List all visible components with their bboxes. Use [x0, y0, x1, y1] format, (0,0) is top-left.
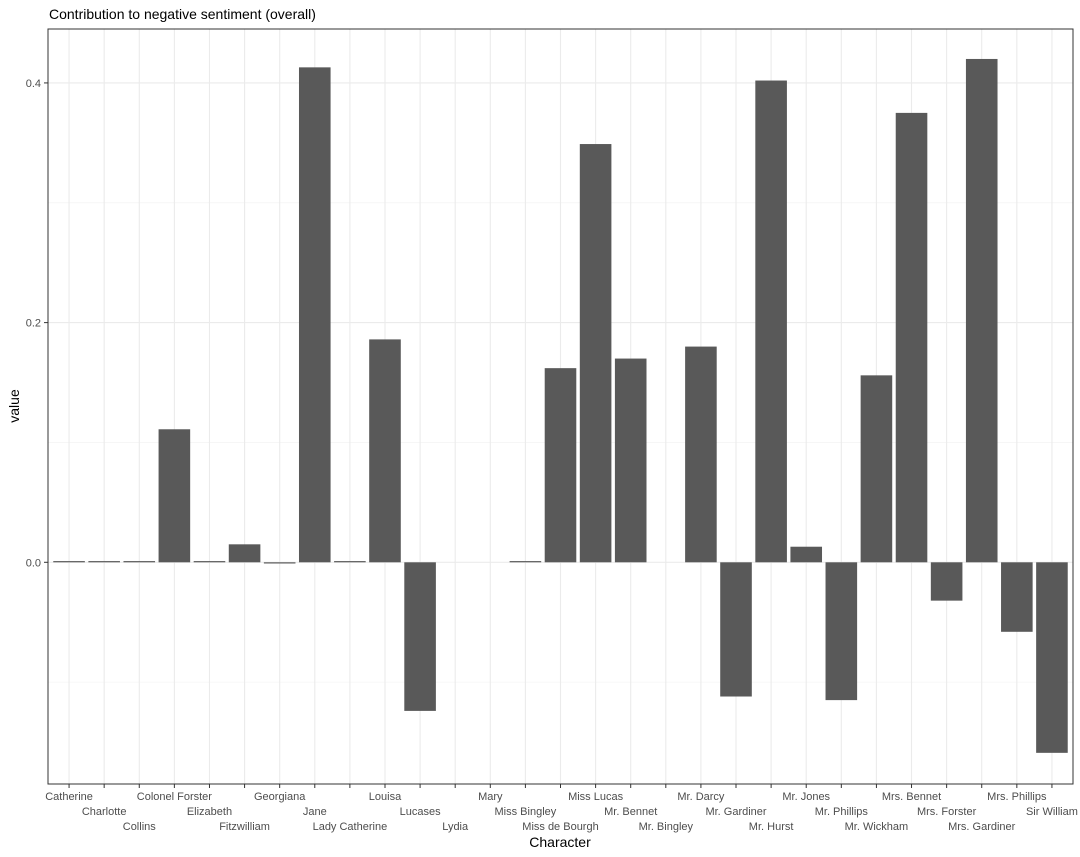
x-tick-label: Mr. Jones: [782, 791, 830, 803]
x-tick-label: Mr. Darcy: [677, 791, 725, 803]
x-tick-label: Mr. Gardiner: [705, 806, 766, 818]
x-tick-label: Jane: [303, 806, 327, 818]
bar: [685, 346, 717, 563]
x-tick-label: Georgiana: [254, 791, 306, 803]
x-tick-label: Lucases: [400, 806, 441, 818]
y-tick-label: 0.4: [26, 78, 41, 90]
x-tick-label: Mrs. Phillips: [987, 791, 1047, 803]
bar: [544, 368, 577, 563]
x-tick-label: Miss Bingley: [495, 806, 557, 818]
x-tick-label: Colonel Forster: [137, 791, 213, 803]
bar: [88, 561, 120, 563]
bar: [193, 561, 226, 563]
bar: [790, 546, 823, 563]
x-tick-label: Mrs. Gardiner: [948, 821, 1016, 833]
bar: [860, 375, 893, 563]
x-tick-label: Lady Catherine: [313, 821, 388, 833]
chart-title: Contribution to negative sentiment (over…: [49, 6, 316, 22]
x-tick-label: Mr. Wickham: [845, 821, 909, 833]
x-tick-label: Mr. Phillips: [815, 806, 869, 818]
x-tick-label: Mrs. Forster: [917, 806, 977, 818]
x-axis-ticks: Catherine Charlotte Collins Colonel Forster…: [45, 784, 1078, 833]
x-tick-label: Elizabeth: [187, 806, 232, 818]
y-axis-ticks: 0.0 0.2 0.4: [26, 78, 48, 569]
x-tick-label: Catherine: [45, 791, 93, 803]
x-tick-label: Lydia: [442, 821, 469, 833]
x-tick-label: Collins: [123, 821, 157, 833]
bar: [123, 561, 156, 563]
bar: [228, 544, 261, 563]
y-axis-title: value: [6, 389, 22, 423]
y-tick-label: 0.0: [26, 557, 41, 569]
bar: [755, 80, 787, 563]
bar: [158, 429, 191, 563]
bar: [1036, 562, 1068, 753]
x-tick-label: Miss de Bourgh: [522, 821, 598, 833]
bar: [930, 562, 963, 601]
x-tick-label: Mr. Bingley: [639, 821, 694, 833]
x-tick-label: Mr. Hurst: [749, 821, 794, 833]
x-tick-label: Louisa: [369, 791, 402, 803]
x-tick-label: Mary: [478, 791, 503, 803]
bar: [895, 112, 928, 563]
y-tick-label: 0.2: [26, 318, 41, 330]
x-tick-label: Mr. Bennet: [604, 806, 657, 818]
bars: [53, 58, 1068, 753]
bar: [369, 339, 401, 563]
bar: [404, 562, 436, 711]
x-tick-label: Sir William: [1026, 806, 1078, 818]
bar: [509, 561, 542, 563]
bar: [965, 58, 998, 563]
bar: [720, 562, 752, 697]
bar: [334, 561, 366, 563]
bar: [614, 358, 647, 563]
x-tick-label: Charlotte: [82, 806, 127, 818]
bar: [298, 67, 331, 563]
x-tick-label: Mrs. Bennet: [882, 791, 941, 803]
x-tick-label: Fitzwilliam: [219, 821, 270, 833]
bar: [579, 144, 612, 563]
x-axis-title: Character: [529, 834, 591, 850]
bar: [263, 562, 296, 564]
bar: [825, 562, 858, 701]
bar: [53, 561, 85, 563]
x-tick-label: Miss Lucas: [568, 791, 624, 803]
bar: [1001, 562, 1033, 632]
